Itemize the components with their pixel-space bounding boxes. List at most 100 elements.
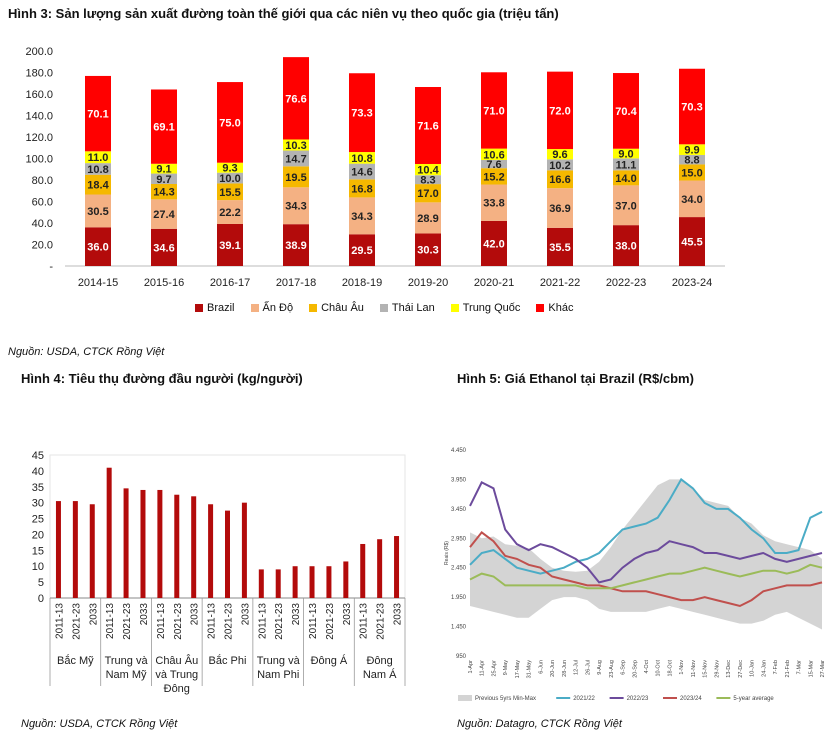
fig5-legend-swatch bbox=[458, 695, 472, 701]
fig4-year-label: 2011-13 bbox=[257, 603, 268, 639]
fig3-bar-segment bbox=[217, 82, 243, 163]
fig3-value-label: 14.7 bbox=[285, 153, 306, 165]
fig3-bar-segment bbox=[613, 225, 639, 266]
fig4-title: Hình 4: Tiêu thụ đường đầu người (kg/ngư… bbox=[21, 371, 303, 386]
fig3-value-label: 45.5 bbox=[681, 237, 702, 249]
fig3-bar-segment bbox=[679, 217, 705, 266]
fig3-bar-segment bbox=[481, 148, 507, 161]
fig3-value-label: 10.4 bbox=[417, 165, 439, 177]
fig3-value-label: 76.6 bbox=[285, 93, 306, 105]
fig4-y-tick: 45 bbox=[32, 450, 44, 462]
fig4-bar bbox=[225, 510, 230, 598]
fig4-year-label: 2011-13 bbox=[308, 603, 319, 639]
fig3-value-label: 9.0 bbox=[618, 149, 633, 161]
fig4-year-label: 2021-23 bbox=[274, 603, 285, 640]
fig3-x-tick: 2022-23 bbox=[606, 277, 646, 289]
fig3-value-label: 10.0 bbox=[219, 173, 240, 185]
fig4-group-label: Châu Âu bbox=[155, 654, 198, 667]
fig3-value-label: 10.6 bbox=[483, 149, 504, 161]
fig3-value-label: 30.3 bbox=[417, 245, 438, 257]
fig3-bar-segment bbox=[349, 234, 375, 266]
fig5-x-tick: 10-Oct bbox=[656, 660, 662, 677]
fig4-y-tick: 0 bbox=[38, 593, 44, 605]
fig4-year-label: 2033 bbox=[190, 603, 201, 626]
fig4-bar bbox=[106, 467, 112, 598]
fig5-line-202324 bbox=[469, 531, 823, 608]
fig4-group-label: Bắc Mỹ bbox=[57, 654, 94, 667]
fig4-year-label: 2021-23 bbox=[325, 603, 336, 640]
fig3-bar-segment bbox=[415, 233, 441, 266]
fig3-value-label: 9.1 bbox=[156, 164, 171, 176]
fig3-value-label: 11.1 bbox=[616, 159, 637, 171]
fig5-x-tick: 1-Nov bbox=[679, 660, 685, 675]
fig5-x-tick: 31-May bbox=[527, 660, 533, 679]
fig3-x-tick: 2018-19 bbox=[342, 277, 382, 289]
fig5-x-tick: 7-Feb bbox=[773, 660, 779, 674]
fig4-chart: 0 5 10 15 20 25 30 35 40 45 2011-13 2021-23 2033 Bắc … bbox=[32, 450, 406, 695]
fig3-bar-segment bbox=[349, 73, 375, 153]
fig4-bar bbox=[140, 489, 146, 598]
fig3-y-tick: 20.0 bbox=[32, 240, 53, 252]
fig3-x-tick: 2019-20 bbox=[408, 277, 448, 289]
fig5-line-202122 bbox=[469, 477, 823, 575]
fig3-y-tick: 160.0 bbox=[25, 89, 53, 101]
fig4-y-tick: 10 bbox=[32, 561, 44, 573]
fig4-year-label: 2033 bbox=[139, 603, 150, 626]
fig3-bar-segment bbox=[481, 220, 507, 266]
fig5-x-tick: 15-Mar bbox=[808, 660, 814, 678]
fig3-value-label: 7.6 bbox=[486, 159, 501, 171]
fig3-value-label: 69.1 bbox=[153, 122, 174, 134]
fig4-group-label: và Trung bbox=[155, 669, 198, 681]
fig4-y-tick: 15 bbox=[32, 545, 44, 557]
fig4-year-label: 2011-13 bbox=[105, 603, 116, 639]
fig3-bar-segment bbox=[283, 187, 309, 225]
fig3-value-label: 9.3 bbox=[222, 163, 237, 175]
fig5-x-tick: 12-Jul bbox=[574, 660, 580, 675]
fig4-bar bbox=[157, 489, 163, 598]
fig3-value-label: 10.8 bbox=[351, 153, 372, 165]
fig3-value-label: 37.0 bbox=[615, 200, 636, 212]
fig3-bar-segment bbox=[217, 172, 243, 184]
fig5-x-tick: 17-May bbox=[515, 660, 521, 679]
fig3-value-label: 18.4 bbox=[87, 180, 109, 192]
fig3-x-tick: 2017-18 bbox=[276, 277, 316, 289]
fig3-bar-segment bbox=[415, 87, 441, 164]
fig5-x-tick: 20-Jun bbox=[550, 660, 556, 677]
fig4-y-tick: 20 bbox=[32, 529, 44, 541]
fig4-bar bbox=[275, 569, 281, 598]
fig5-x-tick: 9-Aug bbox=[597, 660, 603, 675]
fig3-bar-segment bbox=[217, 183, 243, 201]
fig3-value-label: 75.0 bbox=[219, 117, 240, 129]
fig3-legend-label: Trung Quốc bbox=[462, 302, 521, 314]
fig3-bar-segment bbox=[217, 200, 243, 224]
fig3-bar-segment bbox=[85, 227, 111, 266]
fig3-value-label: 36.0 bbox=[87, 242, 108, 254]
fig3-legend-swatch bbox=[309, 304, 318, 312]
fig4-bar bbox=[72, 501, 78, 598]
fig3-legend-item: Thái Lan bbox=[379, 302, 435, 314]
fig3-value-label: 15.0 bbox=[681, 167, 702, 179]
fig3-bar-segment bbox=[415, 175, 441, 185]
fig3-value-label: 42.0 bbox=[483, 238, 504, 250]
fig5-x-tick: 4-Oct bbox=[644, 660, 650, 674]
fig5-x-tick: 24-Jan bbox=[761, 660, 767, 677]
fig3-value-label: 27.4 bbox=[153, 209, 175, 221]
fig3-bar-segment bbox=[85, 151, 111, 164]
fig3-legend-label: Khác bbox=[548, 302, 574, 314]
fig3-x-tick: 2016-17 bbox=[210, 277, 250, 289]
fig4-year-label: 2033 bbox=[393, 603, 404, 626]
fig3-bar-segment bbox=[85, 194, 111, 228]
fig3-y-tick: 200.0 bbox=[25, 46, 53, 58]
fig4-year-label: 2033 bbox=[291, 603, 302, 626]
fig4-group-label: Đông bbox=[164, 683, 190, 695]
fig5-x-tick: 6-Jun bbox=[538, 660, 544, 674]
fig3-bar-segment bbox=[151, 89, 177, 164]
fig3-x-tick: 2014-15 bbox=[78, 277, 118, 289]
fig4-source: Nguồn: USDA, CTCK Rồng Việt bbox=[21, 718, 178, 730]
fig3-bar-segment bbox=[283, 224, 309, 266]
fig3-bar-segment bbox=[151, 228, 177, 266]
fig3-bar-segment bbox=[85, 163, 111, 175]
fig3-value-label: 30.5 bbox=[87, 206, 108, 218]
fig3-value-label: 9.6 bbox=[552, 149, 567, 161]
fig3-legend-label: Ấn Độ bbox=[262, 302, 294, 314]
